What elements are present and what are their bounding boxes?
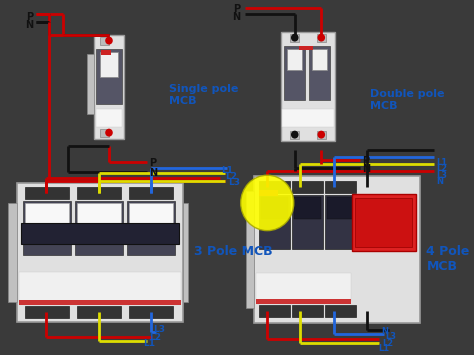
Text: N: N	[25, 20, 33, 30]
Bar	[246, 191, 254, 308]
Bar	[8, 203, 17, 302]
Bar	[292, 195, 323, 250]
Circle shape	[291, 131, 299, 138]
Text: L3: L3	[228, 178, 240, 187]
Text: L3: L3	[386, 332, 397, 340]
Bar	[356, 198, 412, 247]
Circle shape	[105, 37, 113, 44]
Text: L1: L1	[143, 339, 155, 348]
Text: P: P	[234, 4, 241, 14]
Text: Double pole
MCB: Double pole MCB	[370, 89, 444, 111]
Bar	[254, 176, 420, 323]
Bar	[259, 195, 290, 250]
Bar	[77, 306, 121, 318]
Text: N: N	[233, 12, 241, 22]
Bar	[352, 194, 416, 251]
Bar	[281, 32, 336, 141]
Bar	[96, 109, 122, 127]
Text: N: N	[149, 168, 157, 178]
Text: P: P	[362, 157, 369, 166]
Bar	[259, 305, 290, 317]
Bar	[300, 45, 313, 50]
Bar	[127, 201, 175, 255]
Bar	[100, 37, 109, 44]
Bar	[283, 109, 334, 127]
Bar	[287, 49, 302, 70]
Bar	[25, 187, 69, 199]
Bar	[309, 45, 330, 100]
Bar	[284, 45, 305, 100]
Text: L1: L1	[378, 344, 389, 354]
Text: L1: L1	[221, 166, 233, 175]
Bar	[100, 53, 118, 77]
Text: N: N	[436, 177, 443, 186]
Text: L2: L2	[226, 172, 237, 181]
Bar	[312, 49, 327, 70]
Bar	[100, 129, 109, 137]
Bar	[259, 190, 278, 196]
Bar	[77, 187, 121, 199]
Text: 4 Pole
MCB: 4 Pole MCB	[427, 245, 470, 273]
Circle shape	[105, 129, 113, 137]
Text: Single pole
MCB: Single pole MCB	[169, 84, 238, 106]
Bar	[19, 272, 181, 302]
Text: L2: L2	[149, 333, 161, 342]
Circle shape	[291, 34, 299, 42]
Bar	[317, 131, 326, 138]
Circle shape	[241, 175, 294, 231]
Bar	[256, 273, 351, 301]
Bar	[77, 203, 121, 225]
Bar	[19, 300, 181, 305]
Bar	[325, 181, 356, 193]
Bar	[290, 131, 300, 138]
Bar	[327, 197, 355, 219]
Bar	[292, 305, 323, 317]
Bar	[259, 181, 290, 193]
Bar	[261, 197, 288, 219]
Circle shape	[318, 34, 325, 42]
Text: L2: L2	[436, 164, 447, 173]
Text: P: P	[149, 158, 156, 168]
Bar	[129, 203, 173, 225]
Circle shape	[318, 131, 325, 138]
Text: L3: L3	[154, 325, 165, 334]
Text: L3: L3	[436, 171, 447, 180]
Text: 3 Pole MCB: 3 Pole MCB	[194, 245, 273, 258]
Bar	[325, 305, 356, 317]
Bar	[292, 181, 323, 193]
Text: L2: L2	[382, 339, 393, 348]
Bar	[94, 35, 124, 138]
Bar	[129, 187, 173, 199]
Bar	[317, 34, 326, 42]
Bar	[129, 306, 173, 318]
Bar	[21, 223, 179, 245]
Bar	[101, 50, 111, 55]
Bar	[256, 299, 351, 304]
Bar	[96, 49, 122, 104]
Bar	[17, 183, 183, 322]
Bar	[294, 197, 321, 219]
Text: P: P	[26, 12, 33, 22]
Bar	[25, 306, 69, 318]
Bar	[183, 203, 188, 302]
Bar	[325, 195, 356, 250]
Text: N: N	[381, 327, 388, 335]
Bar	[290, 34, 300, 42]
Text: N: N	[362, 164, 370, 174]
Bar	[25, 203, 69, 225]
Text: L1: L1	[436, 158, 447, 167]
Bar	[87, 54, 94, 114]
Bar	[75, 201, 123, 255]
Bar	[23, 201, 71, 255]
